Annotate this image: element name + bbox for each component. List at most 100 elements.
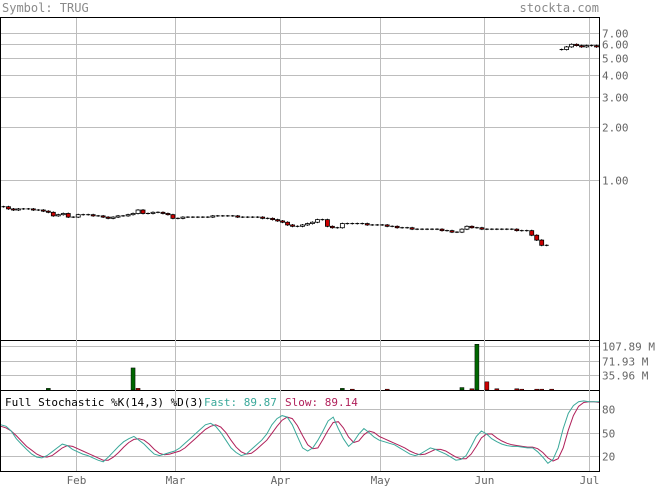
price-candle (384, 224, 390, 228)
candle-body (315, 219, 320, 223)
price-candle (81, 213, 86, 216)
price-candle (180, 216, 186, 220)
price-candle (36, 209, 41, 211)
candle-body (160, 211, 166, 214)
price-candle (240, 216, 245, 219)
price-candle (260, 216, 266, 220)
price-candle (445, 229, 450, 232)
price-candle (115, 214, 121, 219)
volume-bar (384, 388, 390, 391)
price-candle (335, 226, 340, 229)
price-candle (484, 228, 489, 231)
price-candle (250, 216, 255, 219)
candle-body (105, 216, 111, 219)
symbol-label: Symbol: TRUG (2, 1, 89, 15)
price-candle (380, 224, 385, 226)
candle-body (300, 224, 305, 227)
price-candle (90, 213, 96, 217)
price-candle (514, 228, 520, 232)
candle-body (210, 215, 216, 218)
stochastic-fast-label: Fast: 89.87 (204, 396, 277, 409)
price-candle (210, 214, 216, 219)
candle-body (75, 214, 81, 218)
price-candle (469, 225, 475, 229)
price-candle (464, 225, 470, 231)
candle-body (529, 230, 535, 236)
candle-body (325, 219, 330, 227)
price-candle (569, 43, 574, 48)
price-candle (524, 229, 529, 232)
candle-body (180, 216, 186, 219)
price-candle (375, 224, 380, 226)
volume-tick-label: 35.96 M (602, 370, 649, 383)
price-candle (270, 217, 275, 221)
candle-body (569, 43, 574, 48)
price-candle (86, 213, 91, 216)
price-candle (474, 226, 479, 229)
price-candle (364, 222, 370, 226)
price-candle (479, 226, 485, 231)
price-candle (559, 48, 564, 51)
stochastic-tick-label: 80 (602, 404, 615, 417)
price-candle (121, 214, 126, 217)
price-candle (96, 214, 101, 217)
stochastic-tick-label: 50 (602, 428, 615, 441)
price-candles (1, 43, 599, 247)
candle-body (339, 223, 345, 229)
price-candle (26, 207, 31, 210)
price-candle (355, 222, 360, 225)
volume-bar (130, 367, 136, 391)
candle-body (539, 239, 545, 246)
x-tick-label: Feb (67, 474, 87, 486)
price-candle (280, 220, 285, 224)
price-candle (449, 229, 455, 234)
axis-labels: Feb Mar Apr May Jun Jul 7.006.005.00 4.00 3.00 2.… (67, 28, 655, 486)
x-tick-label: Mar (166, 474, 186, 486)
candle-body (55, 214, 61, 217)
price-candle (315, 218, 320, 224)
candle-body (65, 213, 71, 218)
candle-body (364, 223, 370, 226)
candle-body (459, 228, 465, 233)
price-candle (544, 244, 549, 247)
candle-body (439, 228, 445, 232)
stochastic-fast-line (0, 400, 600, 464)
price-candle (100, 214, 106, 219)
price-candle (235, 214, 241, 219)
price-candle (329, 225, 335, 229)
volume-panel (0, 340, 600, 391)
candle-body (135, 209, 141, 214)
price-candle (265, 217, 270, 220)
volume-bar (549, 388, 554, 391)
candle-body (270, 217, 275, 221)
candle-body (30, 208, 36, 211)
price-candle (255, 216, 260, 219)
price-candle (504, 228, 509, 231)
candle-body (260, 216, 266, 219)
price-candle (140, 209, 146, 215)
price-candle (409, 226, 415, 231)
candle-body (394, 225, 400, 229)
price-tick-label: 2.00 (602, 122, 629, 135)
price-candle (155, 211, 160, 214)
price-candle (60, 212, 66, 216)
candle-body (310, 221, 315, 224)
price-candle (200, 216, 205, 219)
price-candle (459, 228, 465, 234)
candle-body (11, 208, 16, 211)
price-candle (110, 216, 116, 220)
candle-body (464, 225, 470, 230)
stochastic-tick-label: 20 (602, 451, 615, 464)
price-candle (160, 211, 166, 215)
site-label[interactable]: stockta.com (520, 1, 599, 15)
price-candle (185, 216, 190, 219)
candle-body (384, 224, 390, 227)
candle-body (140, 209, 146, 214)
price-candle (574, 43, 579, 47)
candle-body (6, 206, 11, 210)
volume-bar (494, 388, 500, 391)
candle-body (90, 214, 96, 217)
price-candle (11, 207, 16, 211)
price-candle (394, 225, 400, 229)
